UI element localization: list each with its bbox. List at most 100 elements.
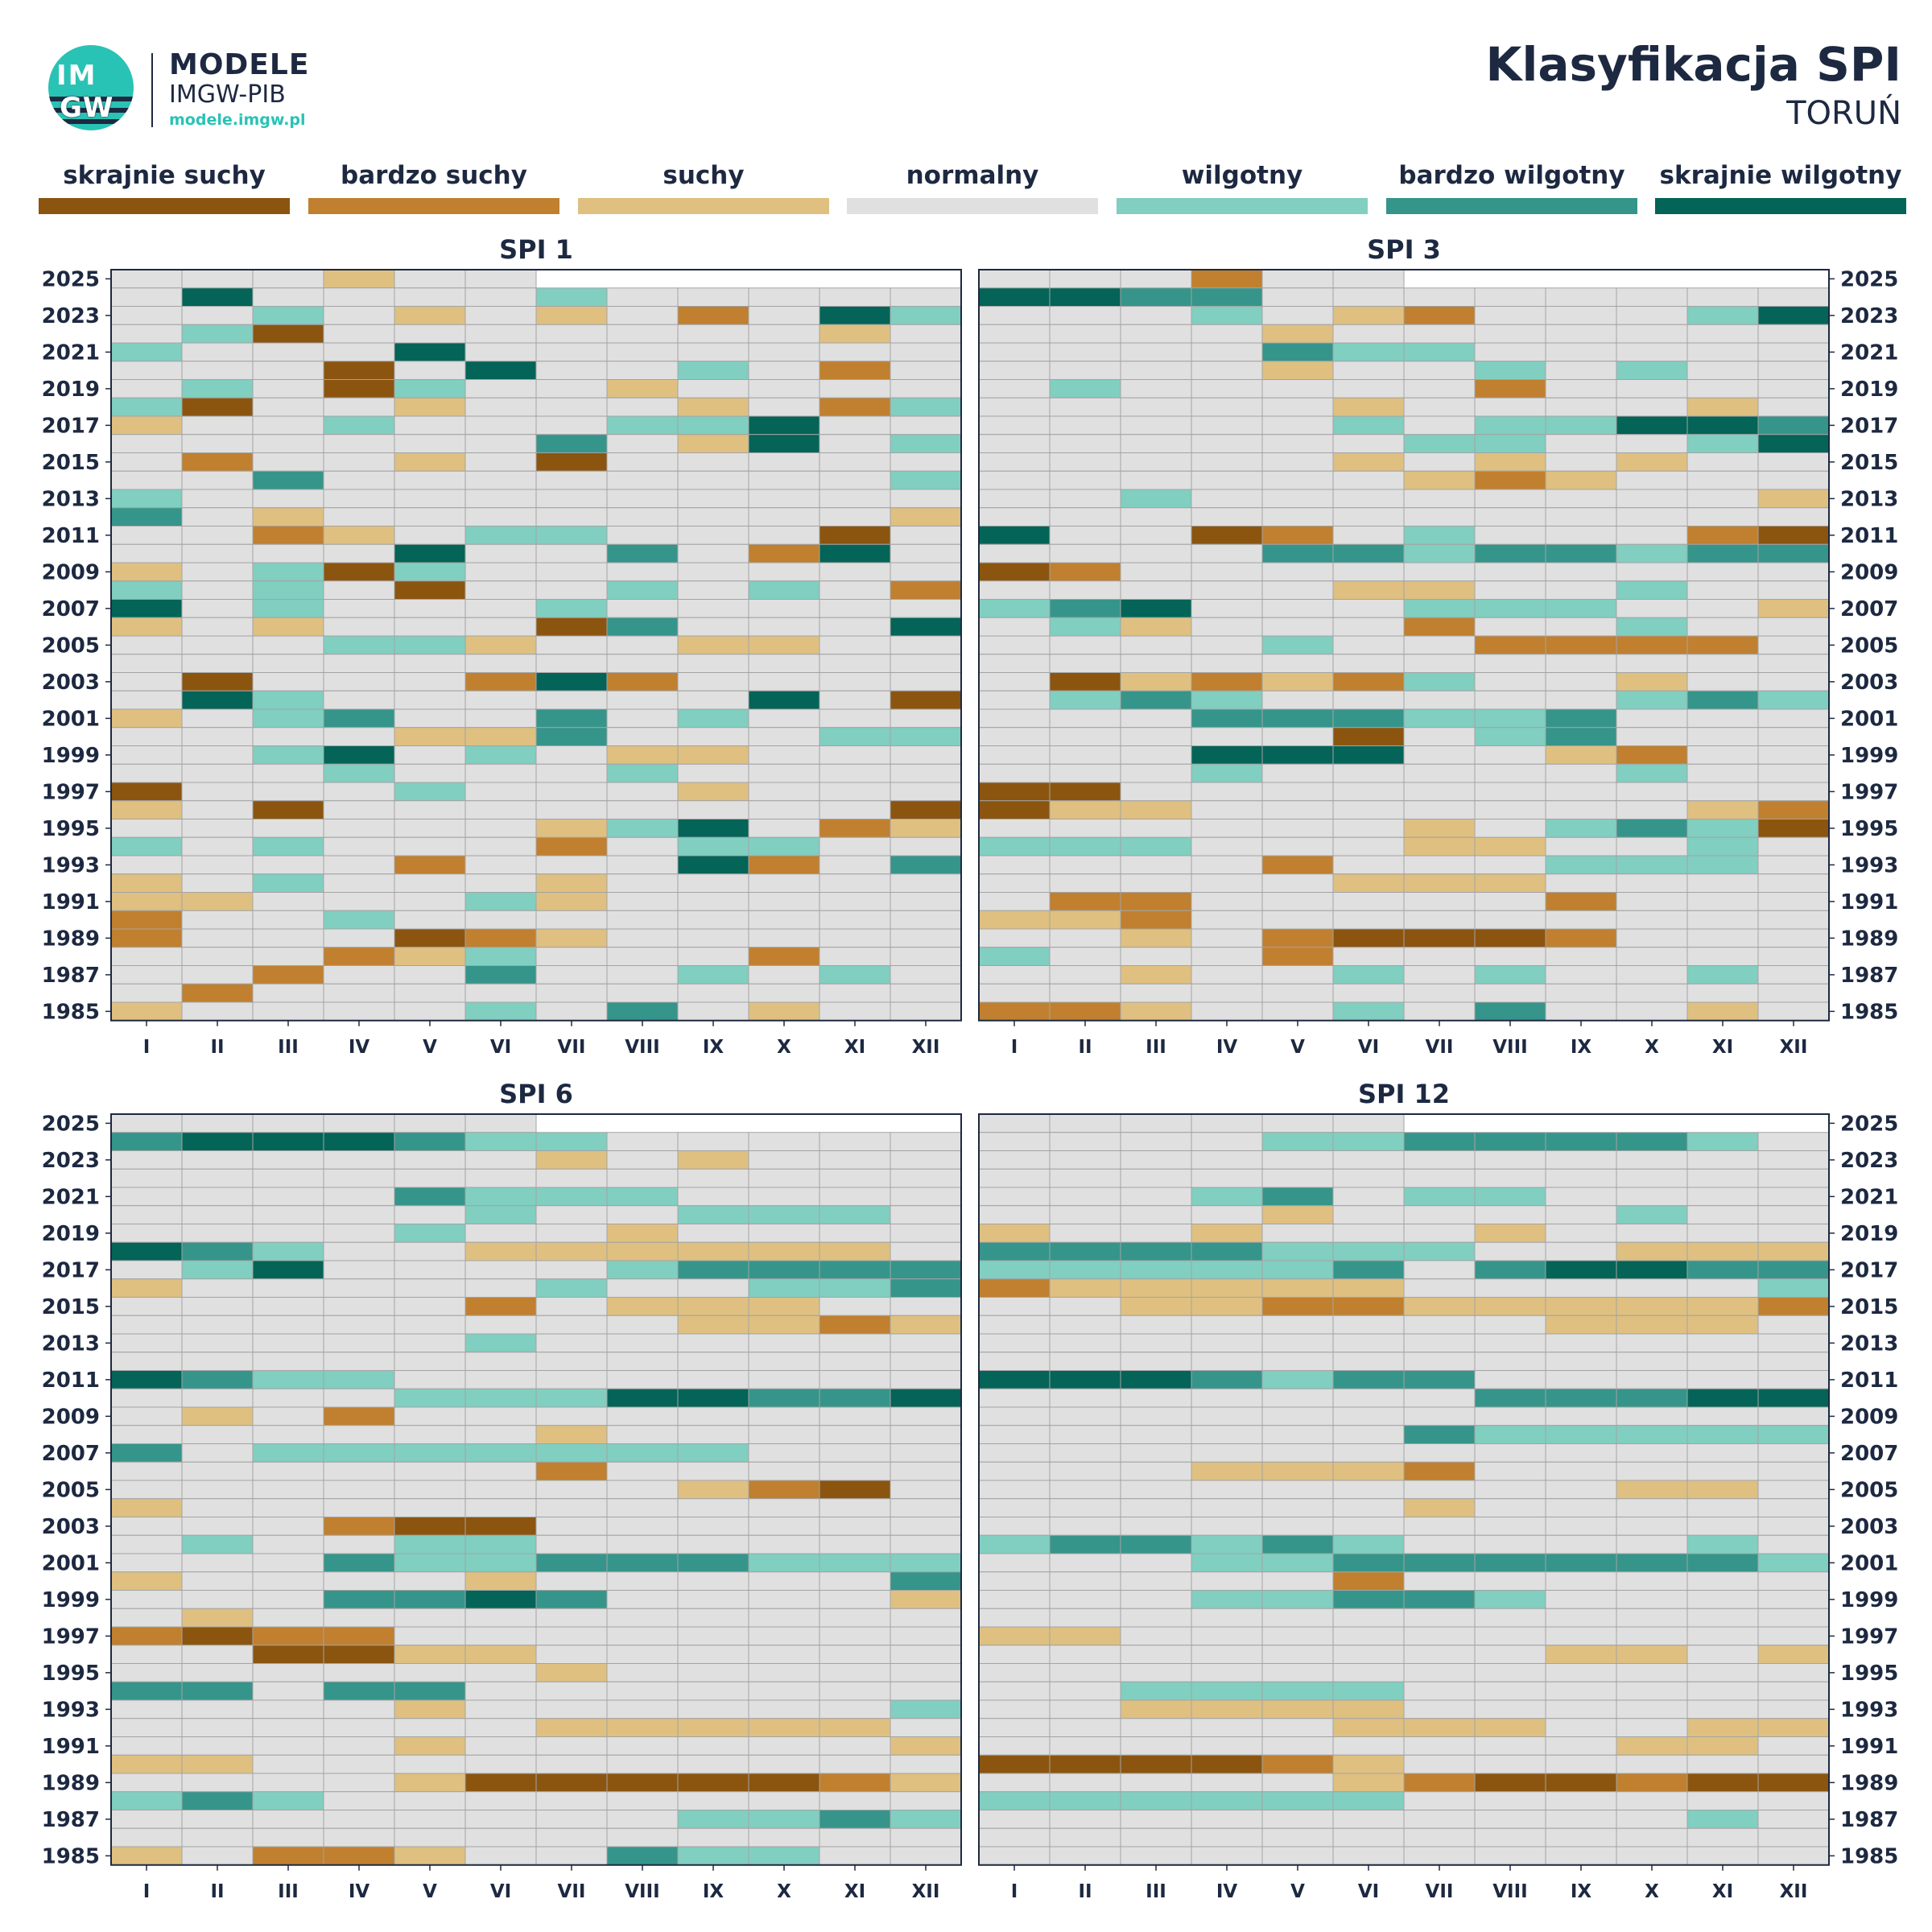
- heatmap-cell: [606, 1718, 679, 1737]
- heatmap-cell: [464, 599, 537, 618]
- heatmap-cell: [1332, 1626, 1405, 1646]
- month-label: VI: [490, 1037, 511, 1058]
- heatmap-cell: [1757, 1388, 1830, 1408]
- legend-label: skrajnie wilgotny: [1659, 161, 1902, 190]
- heatmap-cell: [1049, 1425, 1121, 1444]
- heatmap-cell: [181, 1534, 254, 1554]
- heatmap-cell: [748, 782, 820, 802]
- heatmap-cell: [252, 1718, 324, 1737]
- heatmap-cell: [978, 672, 1051, 691]
- heatmap-cell: [1545, 1187, 1617, 1207]
- heatmap-cell: [1616, 1626, 1688, 1646]
- heatmap-cell: [1261, 1425, 1334, 1444]
- heatmap-cell: [1545, 1352, 1617, 1371]
- heatmap-cell: [1191, 1461, 1263, 1481]
- heatmap-cell: [1686, 800, 1759, 819]
- month-label: I: [1011, 1037, 1018, 1058]
- legend-item-very-wet: bardzo wilgotny: [1386, 161, 1637, 214]
- month-label: XI: [844, 1881, 865, 1902]
- heatmap-cell: [394, 1241, 466, 1261]
- heatmap-cell: [252, 910, 324, 930]
- heatmap-cell: [1757, 1150, 1830, 1170]
- page-title: Klasyfikacja SPI: [1485, 37, 1901, 92]
- heatmap-cell: [1616, 800, 1688, 819]
- heatmap-cell: [819, 1205, 891, 1224]
- heatmap-cell: [1120, 635, 1192, 655]
- heatmap-cell: [1261, 1608, 1334, 1628]
- heatmap-cell: [535, 507, 608, 526]
- heatmap-cell: [1474, 1333, 1546, 1353]
- heatmap-cell: [890, 1406, 962, 1426]
- heatmap-cell: [323, 526, 395, 545]
- heatmap-cell: [1261, 1406, 1334, 1426]
- heatmap-cell: [535, 654, 608, 673]
- heatmap-cell: [1757, 1773, 1830, 1793]
- heatmap-cell: [677, 1626, 749, 1646]
- month-label: XII: [1780, 1037, 1808, 1058]
- heatmap-cell: [1616, 708, 1688, 729]
- heatmap-cell: [1686, 1773, 1759, 1793]
- heatmap-cell: [1120, 654, 1192, 673]
- heatmap-cell: [181, 1443, 254, 1463]
- heatmap-cell: [110, 928, 183, 948]
- heatmap-cell: [1332, 727, 1405, 746]
- heatmap-cell: [535, 287, 608, 307]
- legend-item-normal: normalny: [847, 161, 1098, 214]
- heatmap-cell: [181, 1278, 254, 1298]
- heatmap-cell: [464, 1846, 537, 1866]
- heatmap-cell: [110, 1498, 183, 1517]
- heatmap-cell: [1545, 1480, 1617, 1500]
- heatmap-cell: [1191, 1791, 1263, 1810]
- heatmap-cell: [323, 819, 395, 838]
- heatmap-cell: [464, 1113, 537, 1133]
- heatmap-cell: [606, 1425, 679, 1444]
- heatmap-cell: [1616, 1534, 1688, 1554]
- heatmap-cell: [978, 1827, 1051, 1847]
- heatmap-cell: [1686, 654, 1759, 673]
- heatmap-cell: [1616, 1663, 1688, 1682]
- heatmap-cell: [1616, 562, 1688, 582]
- heatmap-cell: [181, 1810, 254, 1829]
- heatmap-cell: [748, 507, 820, 526]
- heatmap-cell: [323, 617, 395, 637]
- heatmap-cell: [1403, 1791, 1476, 1810]
- heatmap-cell: [394, 836, 466, 857]
- heatmap-cell: [1120, 269, 1192, 289]
- heatmap-cell: [1616, 672, 1688, 691]
- heatmap-cell: [181, 580, 254, 600]
- heatmap-cell: [323, 745, 395, 765]
- heatmap-cell: [1049, 855, 1121, 875]
- year-label: 2025: [1840, 1112, 1898, 1136]
- heatmap-cell: [1120, 1388, 1192, 1408]
- heatmap-cell: [1191, 1224, 1263, 1243]
- heatmap-cell: [1049, 1718, 1121, 1737]
- year-label: 2015: [1840, 451, 1898, 475]
- heatmap-cell: [1757, 1443, 1830, 1463]
- heatmap-cell: [819, 1534, 891, 1554]
- heatmap-cell: [1261, 1645, 1334, 1664]
- heatmap-cell: [110, 287, 183, 307]
- heatmap-cell: [677, 1773, 749, 1793]
- heatmap-cell: [252, 1388, 324, 1408]
- heatmap-cell: [1191, 1498, 1263, 1517]
- heatmap-cell: [1049, 470, 1121, 490]
- heatmap-cell: [181, 361, 254, 380]
- heatmap-cell: [819, 1297, 891, 1316]
- heatmap-cell: [1403, 855, 1476, 875]
- heatmap-cell: [1616, 599, 1688, 618]
- heatmap-cell: [323, 892, 395, 911]
- heatmap-cell: [1120, 708, 1192, 729]
- heatmap-cell: [1545, 855, 1617, 875]
- heatmap-cell: [464, 1406, 537, 1426]
- heatmap-cell: [464, 1205, 537, 1224]
- heatmap-cell: [1545, 1517, 1617, 1536]
- heatmap-cell: [1616, 1681, 1688, 1701]
- heatmap-cell: [1261, 379, 1334, 398]
- heatmap-cell: [181, 1718, 254, 1737]
- heatmap-cell: [819, 1517, 891, 1536]
- heatmap-cell: [181, 855, 254, 875]
- heatmap-cell: [535, 580, 608, 600]
- heatmap-cell: [1261, 1187, 1334, 1207]
- heatmap-cell: [748, 1388, 820, 1408]
- heatmap-cell: [1332, 306, 1405, 325]
